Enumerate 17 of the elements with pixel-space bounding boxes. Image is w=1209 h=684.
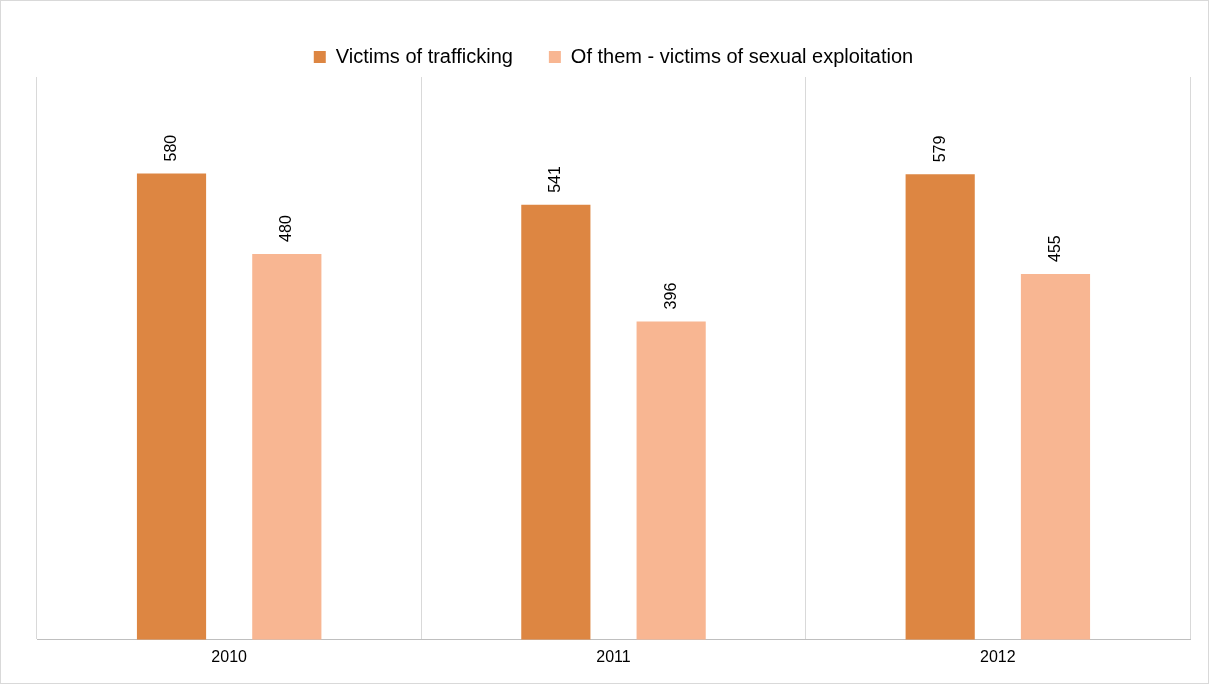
legend-label: Victims of trafficking (335, 44, 513, 67)
bar (136, 173, 207, 640)
bar (252, 253, 322, 640)
bar (905, 174, 975, 640)
data-label: 396 (661, 282, 679, 310)
x-tick-label: 2011 (596, 647, 631, 665)
legend-label: Of them - victims of sexual exploitation (570, 44, 914, 67)
x-tick-label: 2012 (980, 647, 1016, 665)
data-label: 579 (930, 135, 948, 163)
bar (1020, 273, 1091, 640)
data-label: 480 (277, 215, 295, 242)
x-tick-label: 2010 (211, 647, 248, 665)
bar (521, 204, 591, 640)
bar (636, 321, 706, 640)
data-label: 455 (1045, 235, 1063, 262)
data-label: 580 (161, 134, 179, 162)
data-label: 541 (546, 166, 564, 193)
